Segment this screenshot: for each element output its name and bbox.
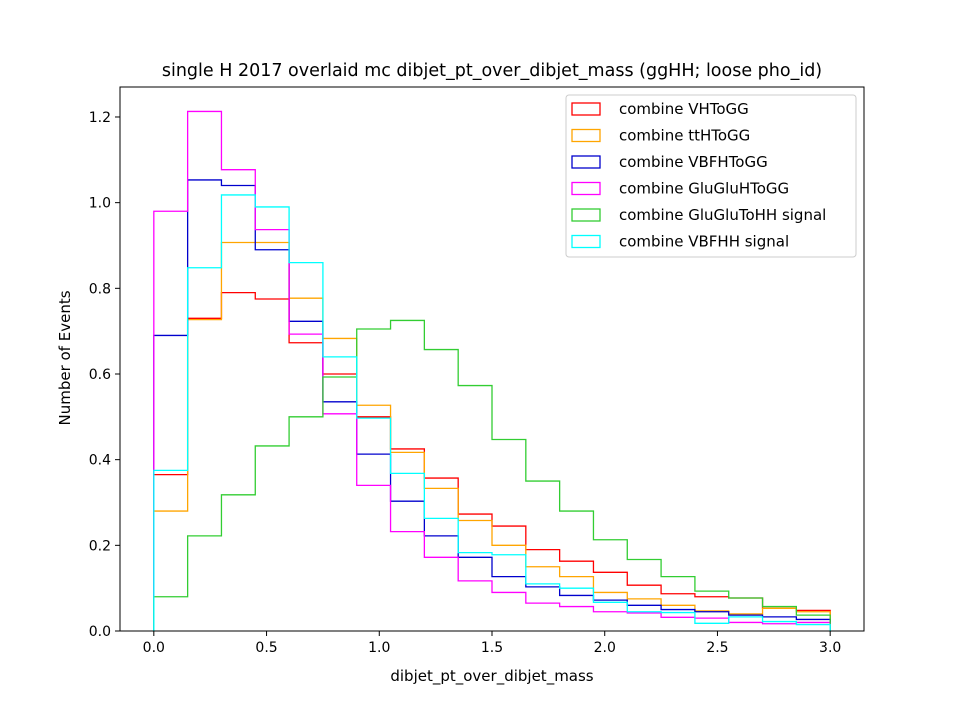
x-tick-label: 2.5 [706,640,728,656]
plot-area [153,110,831,631]
x-tick-label: 0.5 [255,640,277,656]
legend-entry-label: combine GluGluHToGG [619,180,789,198]
chart-title: single H 2017 overlaid mc dibjet_pt_over… [162,61,822,81]
x-axis: 0.0 0.5 1.0 1.5 2.0 2.5 3.0 [143,631,841,656]
legend-entry-label: combine GluGluToHH signal [619,206,826,224]
x-tick-label: 3.0 [819,640,841,656]
y-tick-label: 0.4 [89,453,111,469]
legend-swatch [571,234,601,249]
legend-entry-label: combine ttHToGG [619,127,750,145]
series-step-line [153,194,831,631]
y-axis-label: Number of Events [56,290,74,425]
y-tick-label: 0.8 [89,281,111,297]
legend-swatch [571,155,601,169]
x-axis-label: dibjet_pt_over_dibjet_mass [390,667,593,686]
series-step-line [153,179,831,631]
plot-frame [119,86,865,632]
legend-swatch [571,208,601,222]
legend-entry-label: combine VBFHH signal [619,233,789,251]
y-tick-label: 0.6 [89,367,111,383]
x-tick-label: 1.0 [368,640,390,656]
y-tick-label: 0.0 [89,624,111,640]
legend: combine VHToGG combine ttHToGG combine VBF… [565,94,857,258]
legend-entry-label: combine VBFHToGG [619,153,768,171]
y-tick-label: 1.0 [89,196,111,212]
x-tick-label: 2.0 [594,640,616,656]
legend-swatch [571,128,601,143]
y-axis: 0.0 0.2 0.4 0.6 0.8 1.0 1.2 [89,110,120,640]
x-tick-label: 1.5 [481,640,503,656]
y-tick-label: 0.2 [89,538,111,554]
x-tick-label: 0.0 [143,640,165,656]
legend-box [565,94,857,258]
legend-swatch [571,102,601,116]
legend-swatch [571,181,601,196]
series-step-line [153,319,831,631]
legend-entry-label: combine VHToGG [619,100,749,118]
y-tick-label: 1.2 [89,110,111,126]
